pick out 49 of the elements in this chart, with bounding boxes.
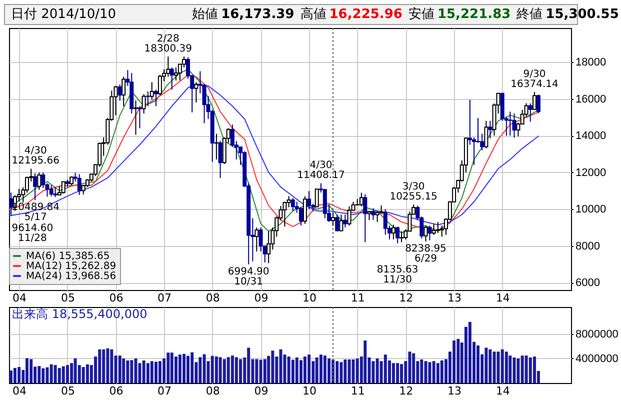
x-tick-label: 07 [158, 384, 172, 398]
x-tick-label: 10 [302, 384, 317, 398]
x-tick-label: 13 [448, 384, 462, 398]
y-tick-label: 8000000 [576, 328, 618, 340]
annotation: 6994.90 10/31 [228, 266, 270, 288]
annotation: 8135.63 11/30 [376, 264, 418, 286]
x-tick-label: 08 [206, 292, 220, 304]
x-tick-label: 08 [206, 384, 220, 398]
y-tick-label: 4000000 [576, 352, 618, 365]
x-tick-label: 14 [496, 384, 510, 398]
annotation: 2/28 18300.39 [144, 33, 192, 54]
x-tick-label: 10 [302, 292, 317, 304]
y-tick-label: 18000 [576, 56, 606, 69]
annotation: 8238.95 6/29 [405, 243, 446, 264]
annotation: 9614.60 11/28 [12, 223, 54, 244]
legend-label: MA(24) 13,968.56 [26, 271, 116, 282]
text: 高値 16,225.96 [300, 7, 402, 22]
annotation: 4/30 11408.17 [297, 160, 345, 182]
legend-label: MA(12) 15,262.89 [26, 261, 116, 272]
y-tick-label: 8000 [576, 240, 600, 252]
x-tick-label: 04 [12, 384, 27, 398]
y-tick-label: 6000 [576, 277, 600, 290]
x-tick-label: 14 [496, 292, 510, 304]
chart-title: 日付 2014/10/10 [11, 7, 116, 22]
x-tick-label: 13 [448, 292, 462, 304]
x-tick-label: 11 [350, 384, 365, 398]
text: 始値 16,173.39 [192, 7, 294, 22]
x-tick-label: 06 [109, 384, 124, 398]
x-tick-label: 05 [60, 292, 75, 304]
x-tick-label: 12 [399, 384, 414, 398]
y-tick-label: 10000 [576, 204, 606, 216]
annotation: 9/30 16374.14 [510, 68, 558, 90]
y-tick-label: 12000 [576, 166, 606, 179]
x-tick-label: 09 [254, 292, 268, 304]
x-tick-label: 09 [254, 384, 268, 398]
text: 終値 15,300.55 [516, 7, 619, 22]
legend-label: MA(6) 15,385.65 [26, 251, 110, 262]
x-tick-label: 04 [12, 292, 27, 304]
y-tick-label: 16000 [576, 93, 606, 106]
text: 安値 15,221.83 [408, 7, 511, 22]
x-tick-label: 12 [399, 292, 414, 304]
annotation: 4/30 12195.66 [12, 146, 60, 167]
chart-title: 出来高 18,555,400,000 [12, 307, 148, 321]
annotation: 3/30 10255.15 [390, 181, 438, 202]
x-tick-label: 11 [350, 292, 365, 304]
x-tick-label: 05 [60, 384, 75, 398]
y-tick-label: 14000 [576, 130, 606, 142]
x-tick-label: 07 [158, 292, 172, 304]
x-tick-label: 06 [109, 292, 124, 304]
